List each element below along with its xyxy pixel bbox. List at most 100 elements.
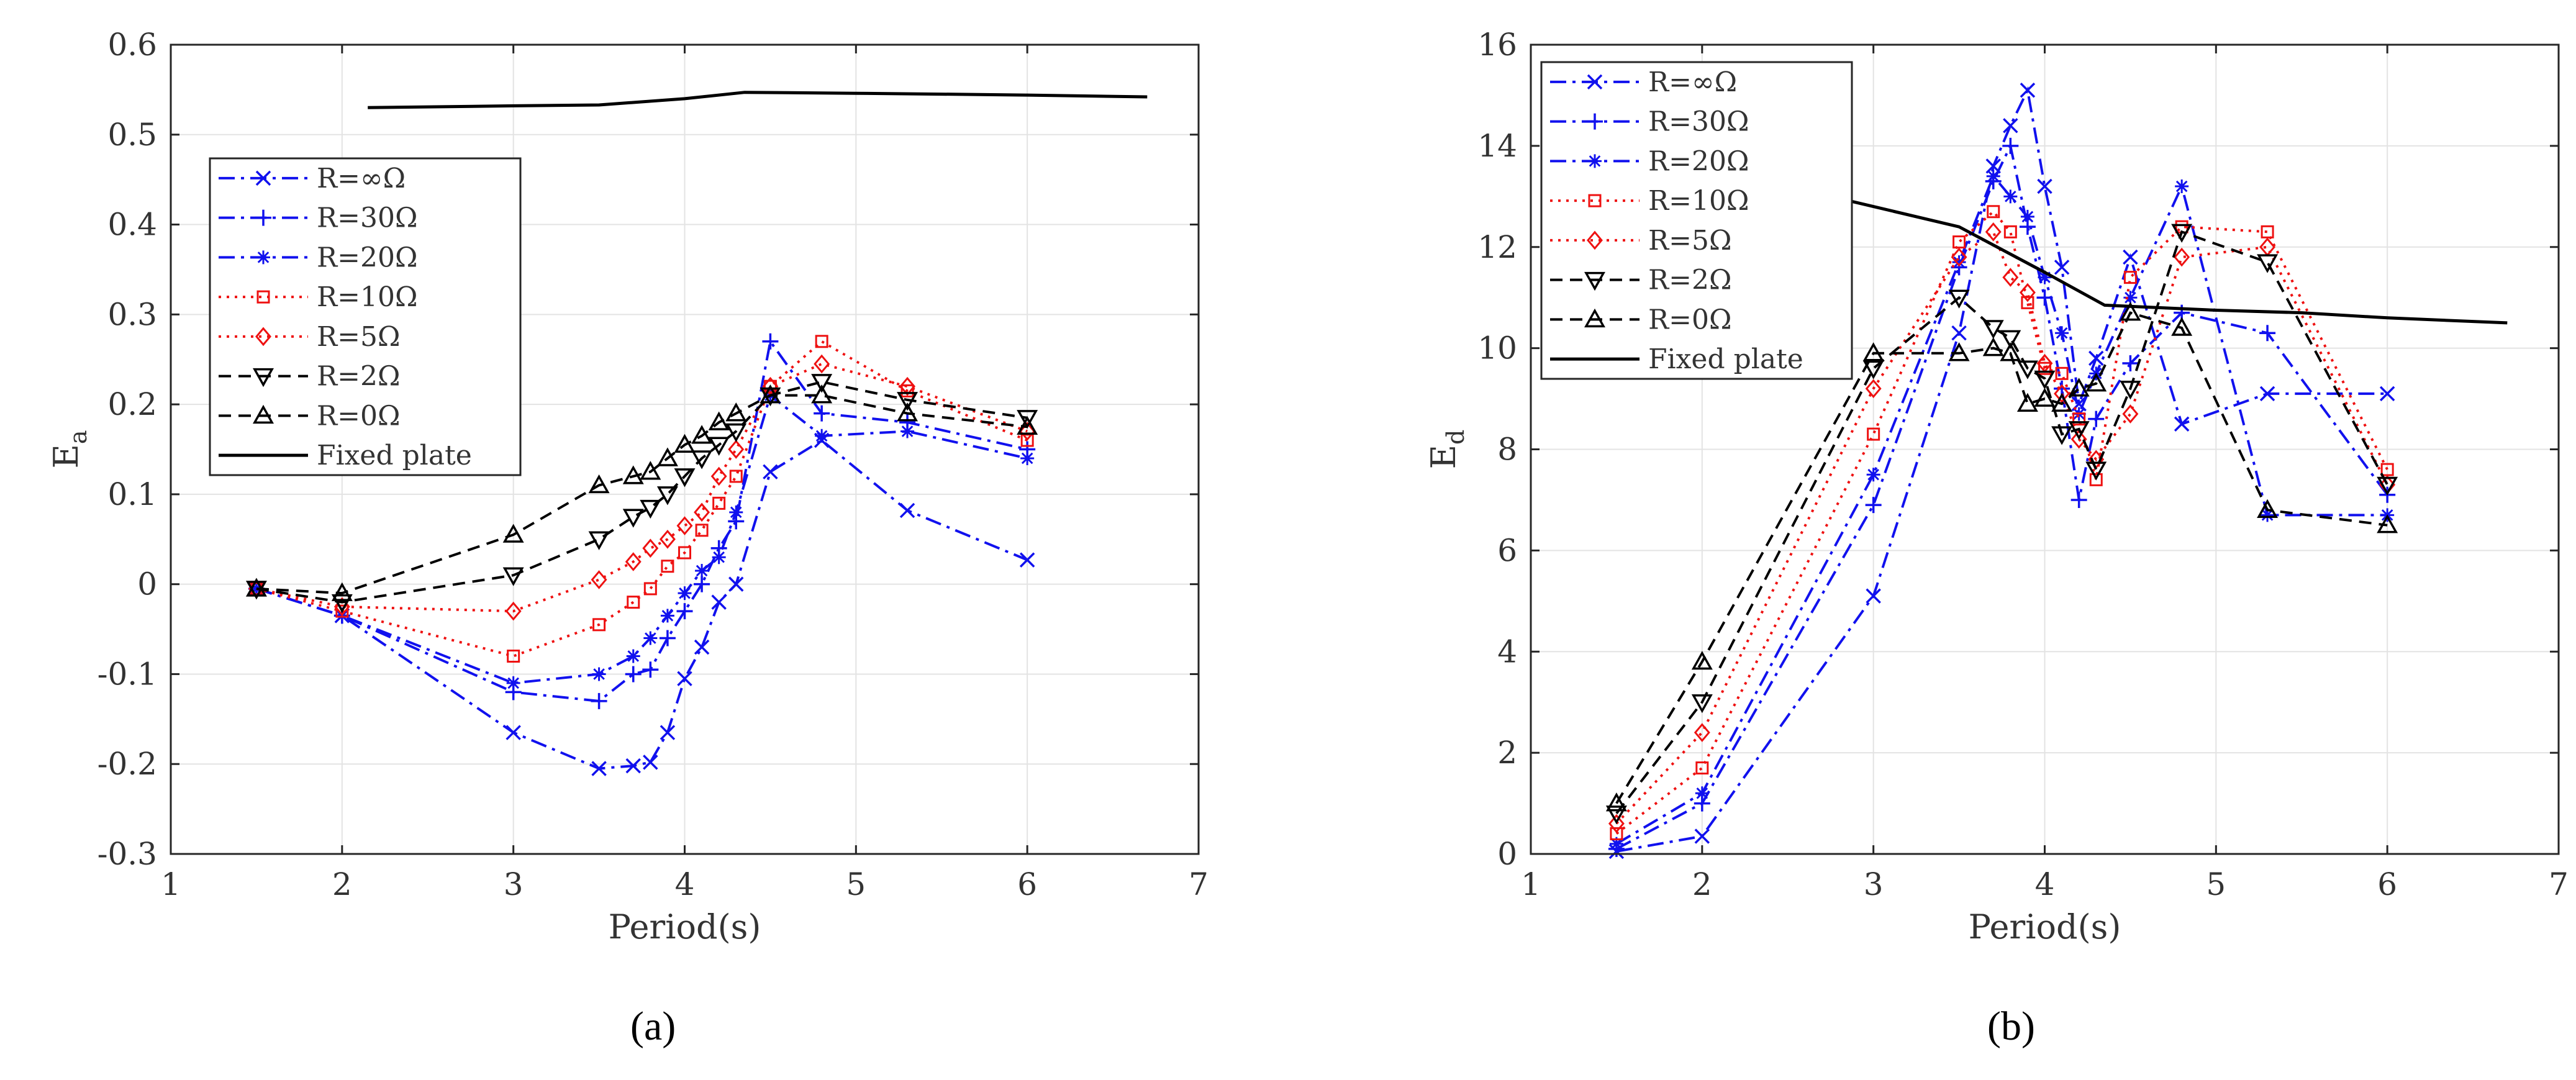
data-point-b-4-12	[2174, 247, 2190, 267]
y-tick-label-a: 0.5	[107, 117, 157, 153]
y-tick-label-a: -0.2	[98, 746, 157, 782]
data-point-b-3-9	[2072, 412, 2086, 426]
data-point-b-0-3	[1951, 325, 1967, 341]
series-line-b-0	[1616, 86, 2388, 853]
data-point-b-6-4	[1982, 337, 2004, 356]
x-tick-label-b: 6	[2377, 866, 2397, 902]
data-point-a-3-7	[678, 546, 691, 560]
y-tick-label-a: -0.3	[98, 836, 157, 872]
data-point-a-2-2	[506, 676, 520, 690]
data-point-a-0-5	[643, 755, 658, 770]
legend-marker-b-5	[1584, 271, 1605, 291]
data-point-a-6-12	[811, 384, 833, 404]
data-point-b-6-1	[1691, 650, 1713, 670]
legend-label-b-1: R=30Ω	[1648, 106, 1749, 138]
y-axis-label-b: Ed	[1424, 430, 1469, 470]
y-tick-label-b: 16	[1477, 27, 1517, 63]
data-point-b-3-3	[1952, 235, 1966, 249]
data-point-a-4-8	[694, 502, 710, 522]
y-tick-label-b: 8	[1497, 432, 1517, 468]
data-point-b-3-13	[2261, 225, 2274, 238]
data-point-b-5-2	[1862, 360, 1884, 379]
data-point-b-5-13	[2257, 254, 2279, 273]
data-point-a-4-7	[676, 516, 693, 535]
data-point-a-0-8	[694, 639, 710, 655]
x-tick-label-b: 1	[1521, 866, 1541, 902]
data-point-a-6-8	[691, 425, 713, 444]
data-point-a-1-11	[762, 333, 779, 350]
series-line-a-7	[368, 91, 1148, 109]
data-point-a-0-3	[591, 761, 607, 776]
x-tick-label-b: 3	[1864, 866, 1884, 902]
data-point-a-1-8	[694, 576, 710, 592]
data-point-a-3-2	[507, 649, 520, 663]
data-point-a-2-10	[729, 505, 743, 519]
legend-marker-b-6	[1584, 308, 1605, 328]
data-point-a-1-5	[642, 661, 659, 678]
data-point-a-5-10	[725, 423, 747, 443]
data-point-b-6-9	[2068, 378, 2090, 397]
data-point-a-6-4	[622, 465, 644, 484]
chart-b: 1 2 3 4 5 6 70246810121416Period(s)EdR=∞ΩR=30Ω…	[1424, 27, 2569, 946]
legend-label-b-4: R=5Ω	[1648, 225, 1731, 256]
data-point-b-0-12	[2174, 416, 2190, 432]
data-point-a-3-1	[335, 604, 349, 618]
data-point-a-2-9	[712, 550, 726, 565]
data-point-b-5-8	[2051, 426, 2073, 445]
data-point-a-4-4	[625, 552, 642, 571]
data-point-a-0-14	[1019, 552, 1035, 568]
data-point-b-3-4	[1987, 205, 2000, 219]
legend-label-b-5: R=2Ω	[1648, 265, 1731, 296]
y-tick-label-b: 4	[1497, 633, 1517, 669]
data-point-b-6-5	[2000, 342, 2021, 361]
data-point-a-2-12	[815, 429, 829, 443]
data-point-b-6-14	[2377, 514, 2398, 533]
data-point-b-2-0	[1609, 837, 1623, 851]
legend-label-a-5: R=2Ω	[317, 361, 400, 393]
legend-marker-a-4	[255, 327, 271, 347]
data-point-b-0-11	[2123, 249, 2138, 265]
data-point-b-0-2	[1866, 588, 1881, 604]
data-point-b-4-3	[1951, 247, 1967, 267]
data-point-b-0-13	[2259, 386, 2275, 402]
data-point-b-4-4	[1985, 222, 2002, 242]
y-tick-label-a: 0.6	[107, 27, 157, 63]
data-point-a-3-5	[643, 582, 657, 596]
data-point-b-3-10	[2089, 473, 2103, 486]
data-point-a-6-3	[588, 474, 610, 494]
data-point-a-3-4	[627, 596, 640, 609]
data-point-b-5-11	[2120, 381, 2141, 400]
data-point-a-4-6	[659, 529, 676, 549]
x-tick-label-b: 2	[1692, 866, 1712, 902]
data-point-b-5-1	[1691, 694, 1713, 714]
data-point-a-5-12	[811, 374, 833, 393]
series-line-a-5	[256, 380, 1028, 604]
data-point-b-6-12	[2171, 317, 2193, 336]
x-tick-label-a: 5	[846, 866, 866, 902]
data-point-b-5-5	[2000, 330, 2021, 349]
data-point-b-6-13	[2257, 499, 2279, 518]
data-point-a-4-12	[814, 354, 830, 374]
data-point-b-2-8	[2055, 326, 2069, 340]
data-point-b-1-5	[2002, 137, 2019, 154]
data-point-b-0-5	[2003, 118, 2018, 134]
data-point-a-1-12	[814, 405, 830, 422]
x-tick-label-a: 4	[675, 866, 695, 902]
data-point-b-0-1	[1694, 828, 1710, 844]
data-point-a-3-10	[729, 470, 743, 483]
series-line-a-0	[256, 438, 1028, 770]
data-point-a-2-8	[695, 563, 709, 578]
data-point-a-6-7	[674, 433, 696, 453]
y-tick-label-a: 0.3	[107, 296, 157, 332]
legend-label-a-6: R=0Ω	[317, 400, 400, 432]
data-point-b-2-6	[2020, 209, 2034, 224]
data-point-b-3-2	[1867, 427, 1880, 441]
data-point-a-4-3	[591, 570, 607, 589]
data-point-a-0-13	[899, 502, 915, 519]
series-line-a-1	[256, 338, 1028, 702]
legend-marker-b-2	[1588, 154, 1602, 168]
data-point-b-4-0	[1608, 814, 1625, 833]
legend-marker-b-1	[1587, 113, 1603, 130]
data-point-a-6-6	[656, 447, 678, 466]
data-point-a-6-11	[760, 384, 781, 404]
